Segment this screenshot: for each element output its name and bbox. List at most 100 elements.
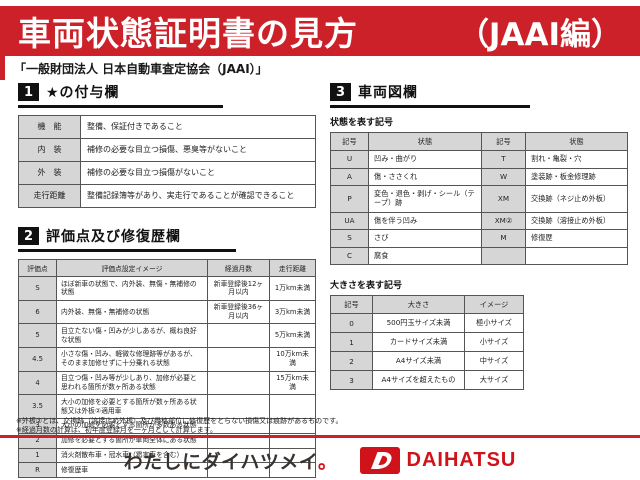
column-header: 走行距離 bbox=[269, 259, 316, 277]
section-title: 評価点及び修復歴欄 bbox=[46, 229, 181, 245]
table-cell: T bbox=[481, 150, 526, 169]
table-cell: 整備記録簿等があり、実走行であることが確認できること bbox=[80, 184, 316, 208]
title-banner: 車両状態証明書の見方 （JAAI編） bbox=[0, 6, 640, 56]
table-cell: 6 bbox=[18, 299, 57, 325]
table-cell: R bbox=[18, 462, 57, 479]
section-header-rating: 2 評価点及び修復歴欄 bbox=[18, 226, 236, 252]
table-row: R 修復歴車 bbox=[18, 462, 316, 479]
table-cell: 新車登録後36ヶ月以内 bbox=[207, 299, 270, 325]
column-header: 記号 bbox=[330, 295, 373, 315]
table-cell: 修復歴 bbox=[525, 229, 628, 248]
table-cell: ほぼ新車の状態で、内外装、無傷・無補修の状態 bbox=[56, 276, 208, 301]
column-header: 状態 bbox=[525, 132, 628, 151]
left-accent-bar bbox=[0, 56, 5, 80]
slogan-char: た bbox=[143, 450, 163, 473]
table-cell: XM bbox=[481, 185, 526, 213]
table-cell: 1 bbox=[18, 447, 57, 464]
slogan-char: に bbox=[182, 450, 202, 473]
table-cell bbox=[269, 462, 316, 479]
table-row: 3 A4サイズを超えたもの 大サイズ bbox=[330, 370, 524, 391]
table-cell: 機 能 bbox=[18, 115, 81, 139]
daihatsu-d-mark-icon bbox=[359, 446, 400, 474]
organization-subtitle: 「一般財団法人 日本自動車査定協会（JAAI）」 bbox=[14, 62, 268, 76]
footer: わたしにダイハツメイ。 DAIHATSU bbox=[0, 440, 640, 480]
daihatsu-slogan: わたしにダイハツメイ。 bbox=[124, 447, 338, 474]
table-cell: XM② bbox=[481, 211, 526, 231]
table-cell: P bbox=[330, 185, 369, 213]
table-header-row: 記号 状態 記号 状態 bbox=[330, 132, 628, 151]
table-cell: 交換跡（ネジ止め外板） bbox=[525, 185, 628, 213]
table-cell: 変色・退色・剥げ・シール（テープ）跡 bbox=[368, 185, 482, 213]
column-header: 記号 bbox=[330, 132, 369, 151]
rating-history-table: 評価点 評価点設定イメージ 経過月数 走行距離 S ほぼ新車の状態で、内外装、無傷・無補修… bbox=[18, 259, 316, 479]
table-row: 外 装補修の必要な目立つ損傷がないこと bbox=[18, 161, 316, 185]
table-cell: 5 bbox=[18, 323, 57, 348]
section-title: ★の付与欄 bbox=[46, 85, 120, 101]
table-cell: 補修の必要な目立つ損傷がないこと bbox=[80, 161, 316, 185]
table-cell: 3万km未満 bbox=[269, 299, 316, 325]
table-cell: 補修の必要な目立つ損傷、悪臭等がないこと bbox=[80, 138, 316, 162]
table-cell: 割れ・亀裂・穴 bbox=[525, 150, 628, 169]
table-cell bbox=[481, 246, 526, 266]
table-row: 4 目立つ傷・凹み等が少しあり、加修が必要と思われる箇所が数ヶ所ある状態 15万km… bbox=[18, 370, 316, 396]
table-cell: 目立たない傷・凹みが少しあるが、概ね良好な状態 bbox=[56, 323, 208, 348]
table-row: 3.5 大小の加修を必要とする箇所が数ヶ所ある状態又は外板②適用車 bbox=[18, 394, 316, 419]
table-cell: A bbox=[330, 167, 369, 187]
table-row: 内 装補修の必要な目立つ損傷、悪臭等がないこと bbox=[18, 138, 316, 162]
table-cell: 3.5 bbox=[18, 394, 57, 419]
table-cell: 走行距離 bbox=[18, 184, 81, 208]
page-title-edition: （JAAI編） bbox=[457, 16, 622, 53]
table-row: 5 目立たない傷・凹みが少しあるが、概ね良好な状態 5万km未満 bbox=[18, 323, 316, 348]
slogan-char: わ bbox=[123, 450, 144, 473]
footnote-line: ※経過月数の計算は、初年度登録月を一ヶ月として計算します。 bbox=[16, 426, 217, 435]
column-header: 大きさ bbox=[372, 295, 465, 315]
section-title: 車両図欄 bbox=[358, 85, 418, 101]
table-cell: 小サイズ bbox=[464, 332, 524, 353]
table-row: A 傷・ささくれ W 塗装跡・板金修理跡 bbox=[330, 167, 628, 187]
page-title: 車両状態証明書の見方 bbox=[18, 14, 358, 53]
table-cell: 塗装跡・板金修理跡 bbox=[525, 167, 628, 187]
table-cell: 傷・ささくれ bbox=[368, 167, 482, 187]
table-cell: さび bbox=[368, 229, 482, 248]
table-cell: 500円玉サイズ未満 bbox=[372, 313, 465, 334]
table-cell: 外 装 bbox=[18, 161, 81, 185]
table-cell: S bbox=[330, 229, 369, 248]
state-symbols-table: 記号 状態 記号 状態 U 凹み・曲がり T 割れ・亀裂・穴 A 傷・ささくれ W 塗装跡・板金修理跡… bbox=[330, 132, 628, 266]
table-cell: A4サイズ未満 bbox=[372, 351, 465, 372]
table-cell: A4サイズを超えたもの bbox=[372, 370, 465, 391]
star-criteria-table: 機 能整備、保証付きであること内 装補修の必要な目立つ損傷、悪臭等がないこと外 … bbox=[18, 115, 316, 208]
slogan-char: ハ bbox=[240, 450, 260, 473]
table-cell: W bbox=[481, 167, 526, 187]
footer-divider-line bbox=[0, 435, 640, 438]
table-cell: 5万km未満 bbox=[269, 323, 316, 348]
size-symbols-block: 大きさを表す記号 記号 大きさ イメージ 0 500円玉サイズ未満 極小サイズ 1 カードサイ… bbox=[330, 278, 524, 391]
table-row: S ほぼ新車の状態で、内外装、無傷・無補修の状態 新車登録後12ヶ月以内 1万km未満 bbox=[18, 276, 316, 301]
table-cell: 大サイズ bbox=[464, 370, 524, 391]
table-cell: 内外装、無傷・無補修の状態 bbox=[56, 299, 208, 325]
table-cell: カードサイズ未満 bbox=[372, 332, 465, 353]
table-cell bbox=[269, 394, 316, 419]
table-cell: 交換跡（溶接止め外板） bbox=[525, 211, 628, 231]
section-header-star: 1 ★の付与欄 bbox=[18, 82, 223, 108]
table-cell: 整備、保証付きであること bbox=[80, 115, 316, 139]
table-cell: 3 bbox=[330, 370, 373, 391]
table-cell: 4 bbox=[18, 370, 57, 396]
footnote-line: ※外板②とは、交換跡（溶接止め外板）及び骨格部位に修復歴をとらない損傷又は痕跡が… bbox=[16, 417, 343, 425]
table-row: 2 A4サイズ未満 中サイズ bbox=[330, 351, 524, 372]
table-cell: 新車登録後12ヶ月以内 bbox=[207, 276, 270, 301]
section-number-badge: 1 bbox=[18, 83, 39, 101]
section-number-badge: 3 bbox=[330, 83, 351, 101]
column-header: 状態 bbox=[368, 132, 482, 151]
footnotes: ※外板②とは、交換跡（溶接止め外板）及び骨格部位に修復歴をとらない損傷又は痕跡が… bbox=[16, 417, 342, 436]
table-cell: 2 bbox=[330, 351, 373, 372]
table-row: 3 大小の加修を必要とする箇所が多数ある状態 bbox=[18, 417, 316, 434]
table-cell: 傷を伴う凹み bbox=[368, 211, 482, 231]
table-cell: 1万km未満 bbox=[269, 276, 316, 301]
table-cell: 凹み・曲がり bbox=[368, 150, 482, 169]
table-row: 機 能整備、保証付きであること bbox=[18, 115, 316, 139]
table-cell: UA bbox=[330, 211, 369, 231]
state-symbols-label: 状態を表す記号 bbox=[330, 118, 394, 128]
table-cell: 内 装 bbox=[18, 138, 81, 162]
table-cell bbox=[207, 323, 270, 348]
